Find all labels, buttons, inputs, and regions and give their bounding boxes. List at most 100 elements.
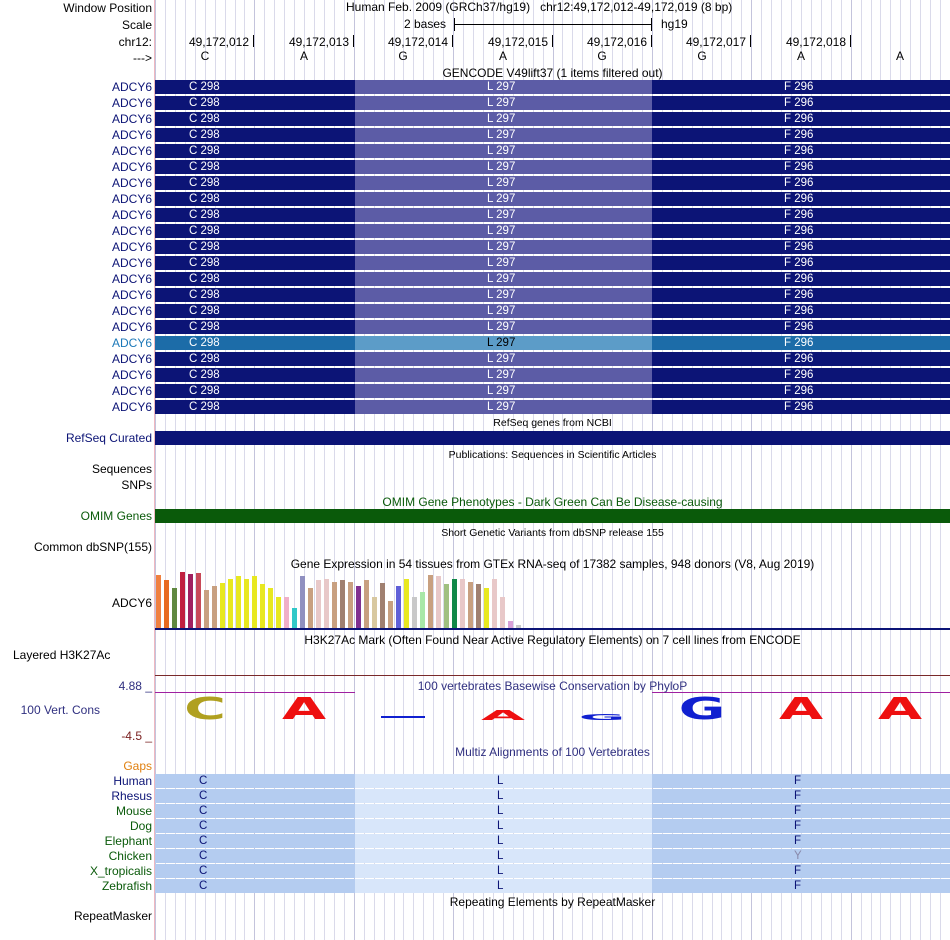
- gencode-codon-block[interactable]: [155, 128, 355, 142]
- gtex-bar[interactable]: [172, 588, 177, 628]
- gtex-bar[interactable]: [332, 582, 337, 628]
- gtex-bar[interactable]: [196, 573, 201, 628]
- publications-sequences-label[interactable]: Sequences: [91, 462, 152, 476]
- multiz-codon-block[interactable]: [355, 834, 652, 848]
- gencode-codon-block[interactable]: [155, 320, 355, 334]
- gencode-codon-block[interactable]: [652, 304, 950, 318]
- gtex-bar[interactable]: [284, 597, 289, 628]
- gencode-row-label[interactable]: ADCY6: [111, 336, 152, 350]
- gencode-codon-block[interactable]: [652, 176, 950, 190]
- gencode-row-label[interactable]: ADCY6: [111, 192, 152, 206]
- multiz-codon-block[interactable]: [652, 834, 950, 848]
- gencode-codon-block[interactable]: [355, 368, 652, 382]
- gencode-codon-block[interactable]: [355, 192, 652, 206]
- gencode-codon-block[interactable]: [355, 272, 652, 286]
- gencode-codon-block[interactable]: [355, 256, 652, 270]
- gtex-bar[interactable]: [364, 580, 369, 628]
- gtex-bar[interactable]: [388, 601, 393, 628]
- gencode-codon-block[interactable]: [155, 176, 355, 190]
- gencode-codon-block[interactable]: [355, 240, 652, 254]
- gencode-codon-block[interactable]: [355, 176, 652, 190]
- omim-feature[interactable]: [155, 509, 950, 523]
- repeatmasker-label[interactable]: RepeatMasker: [73, 909, 152, 923]
- gencode-codon-block[interactable]: [652, 192, 950, 206]
- gencode-codon-block[interactable]: [652, 240, 950, 254]
- refseq-label[interactable]: RefSeq Curated: [65, 431, 152, 445]
- gencode-codon-block[interactable]: [652, 112, 950, 126]
- gencode-codon-block[interactable]: [155, 112, 355, 126]
- gencode-codon-block[interactable]: [155, 272, 355, 286]
- gencode-row-label[interactable]: ADCY6: [111, 384, 152, 398]
- gtex-bar[interactable]: [484, 588, 489, 628]
- gtex-bar[interactable]: [316, 580, 321, 628]
- gtex-bar[interactable]: [468, 582, 473, 628]
- gencode-codon-block[interactable]: [155, 96, 355, 110]
- conservation-label[interactable]: 100 Vert. Cons: [20, 703, 100, 717]
- gencode-codon-block[interactable]: [355, 160, 652, 174]
- gencode-codon-block[interactable]: [355, 112, 652, 126]
- gtex-bar[interactable]: [460, 579, 465, 628]
- window-position-text[interactable]: Human Feb. 2009 (GRCh37/hg19) chr12:49,1…: [346, 0, 733, 14]
- gtex-bar[interactable]: [180, 572, 185, 628]
- publications-snps-label[interactable]: SNPs: [121, 478, 152, 492]
- multiz-species-label[interactable]: Mouse: [115, 804, 152, 818]
- gencode-codon-block[interactable]: [652, 288, 950, 302]
- gencode-codon-block[interactable]: [155, 144, 355, 158]
- gtex-bar[interactable]: [348, 582, 353, 628]
- multiz-codon-block[interactable]: [355, 789, 652, 803]
- gtex-bar[interactable]: [276, 597, 281, 628]
- gtex-bar[interactable]: [156, 575, 161, 628]
- multiz-codon-block[interactable]: [155, 774, 355, 788]
- multiz-codon-block[interactable]: [155, 834, 355, 848]
- gencode-codon-block[interactable]: [155, 256, 355, 270]
- gencode-codon-block[interactable]: [652, 96, 950, 110]
- gencode-codon-block[interactable]: [652, 272, 950, 286]
- gencode-codon-block[interactable]: [652, 320, 950, 334]
- gencode-codon-block[interactable]: [355, 400, 652, 414]
- gencode-row-label[interactable]: ADCY6: [111, 176, 152, 190]
- gencode-row-label[interactable]: ADCY6: [111, 400, 152, 414]
- gencode-row-label[interactable]: ADCY6: [111, 160, 152, 174]
- gencode-codon-block[interactable]: [355, 288, 652, 302]
- multiz-species-label[interactable]: Human: [113, 774, 152, 788]
- multiz-codon-block[interactable]: [652, 774, 950, 788]
- multiz-codon-block[interactable]: [652, 864, 950, 878]
- gencode-codon-block[interactable]: [155, 288, 355, 302]
- multiz-codon-block[interactable]: [155, 819, 355, 833]
- gtex-bar[interactable]: [492, 579, 497, 628]
- gencode-row-label[interactable]: ADCY6: [111, 112, 152, 126]
- gencode-codon-block[interactable]: [652, 352, 950, 366]
- gtex-bar[interactable]: [500, 597, 505, 628]
- gtex-bar[interactable]: [508, 621, 513, 628]
- gencode-codon-block[interactable]: [355, 352, 652, 366]
- gencode-codon-block[interactable]: [155, 400, 355, 414]
- gencode-codon-block[interactable]: [652, 144, 950, 158]
- gtex-bar[interactable]: [324, 579, 329, 628]
- gencode-codon-block[interactable]: [652, 160, 950, 174]
- gencode-codon-block[interactable]: [355, 320, 652, 334]
- gencode-row-label[interactable]: ADCY6: [111, 224, 152, 238]
- gtex-bar[interactable]: [340, 580, 345, 628]
- gencode-row-label[interactable]: ADCY6: [111, 368, 152, 382]
- gencode-codon-block[interactable]: [652, 80, 950, 94]
- multiz-codon-block[interactable]: [155, 879, 355, 893]
- gtex-bar[interactable]: [260, 584, 265, 628]
- gencode-row-label[interactable]: ADCY6: [111, 320, 152, 334]
- gencode-codon-block[interactable]: [355, 128, 652, 142]
- gencode-codon-block[interactable]: [155, 368, 355, 382]
- gencode-codon-block[interactable]: [155, 192, 355, 206]
- multiz-codon-block[interactable]: [652, 819, 950, 833]
- gencode-codon-block[interactable]: [355, 80, 652, 94]
- gencode-row-label[interactable]: ADCY6: [111, 272, 152, 286]
- multiz-codon-block[interactable]: [355, 849, 652, 863]
- gencode-codon-block[interactable]: [355, 384, 652, 398]
- gtex-bar[interactable]: [436, 576, 441, 628]
- gtex-bar[interactable]: [380, 583, 385, 628]
- multiz-species-label[interactable]: Dog: [129, 819, 152, 833]
- gaps-label[interactable]: Gaps: [123, 759, 152, 773]
- gtex-bar[interactable]: [292, 608, 297, 628]
- gtex-bar[interactable]: [428, 575, 433, 628]
- gtex-bar[interactable]: [516, 625, 521, 628]
- gtex-bar[interactable]: [228, 579, 233, 628]
- multiz-codon-block[interactable]: [355, 804, 652, 818]
